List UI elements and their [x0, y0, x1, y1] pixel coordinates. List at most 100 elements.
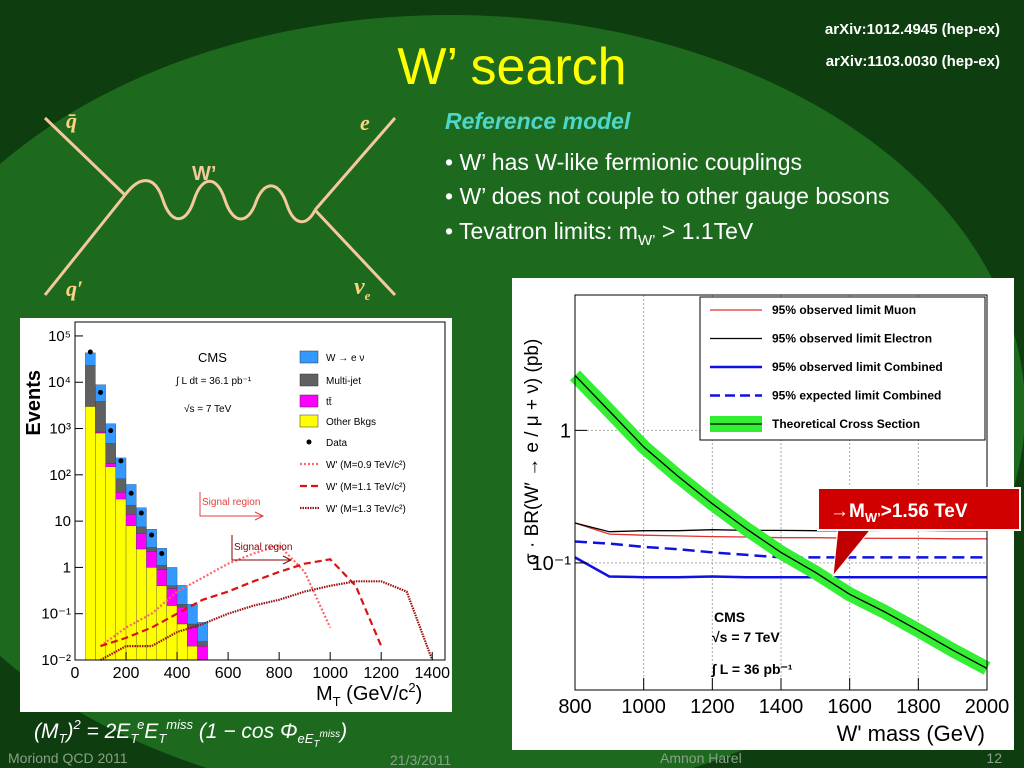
bullet-text: • Tevatron limits: m	[445, 218, 638, 244]
histogram-bar	[95, 432, 106, 661]
legend-label: 95% observed limit Electron	[772, 332, 932, 346]
y-axis-label: σ · BR(W′ → e / μ + ν) (pb)	[522, 339, 543, 565]
bullet: • W’ has W-like fermionic couplings	[445, 149, 802, 175]
boson-line	[123, 179, 317, 224]
histogram-bar	[125, 514, 137, 526]
x-tick-label: 1000	[312, 665, 348, 682]
x-tick-label: 1800	[896, 696, 941, 718]
data-point	[159, 550, 165, 556]
legend-swatch	[299, 414, 319, 428]
histogram-bar	[166, 585, 178, 589]
particle-label: q̄	[66, 108, 77, 133]
x-axis-label: MT (GeV/c2)	[316, 680, 422, 709]
formula-sub: eE	[298, 731, 314, 746]
histogram-bar	[187, 627, 198, 647]
x-tick-label: 1200	[363, 665, 399, 682]
fermion-line	[313, 117, 397, 211]
histogram-bar	[105, 423, 116, 444]
legend-swatch	[299, 373, 319, 387]
histogram-bar	[176, 604, 188, 608]
histogram-bar	[115, 457, 127, 479]
annotation-arrow	[199, 492, 265, 521]
histogram-bar	[85, 406, 96, 661]
y-tick-label: 10⁻¹	[532, 553, 572, 575]
plot-annotation: ∫ L = 36 pb⁻¹	[711, 661, 793, 678]
histogram-bar	[125, 505, 137, 515]
plot-annotation: Signal region	[234, 542, 292, 553]
formula-sub: T	[313, 739, 320, 750]
histogram-bar	[136, 526, 147, 534]
data-point	[87, 349, 93, 355]
histogram-bar	[156, 565, 168, 570]
signal-line	[99, 580, 434, 661]
y-tick-label: 1	[560, 420, 571, 442]
bullet: • W’ does not couple to other gauge boso…	[445, 183, 890, 209]
legend-label: Other Bkgs	[326, 417, 376, 428]
y-tick-label: 10⁻¹	[41, 606, 71, 623]
data-point	[118, 458, 124, 464]
limit-line	[574, 374, 988, 669]
x-tick-label: 2000	[965, 696, 1010, 718]
legend-label: tt̄	[326, 396, 332, 408]
x-axis-label-part: 2	[408, 680, 415, 695]
x-axis-label-part: (GeV/c	[341, 683, 409, 705]
histogram-bar	[166, 588, 178, 606]
data-point	[98, 390, 104, 396]
footer-page: 12	[986, 750, 1002, 766]
histogram-bar	[105, 443, 116, 464]
legend-label: W → e ν	[326, 353, 364, 364]
reference: arXiv:1012.4945 (hep-ex)	[825, 21, 1000, 38]
histogram-bar	[176, 585, 188, 605]
histogram-bar	[105, 466, 116, 661]
footer-date: 21/3/2011	[390, 752, 451, 768]
y-tick-label: 10	[54, 513, 71, 530]
plot-frame	[74, 321, 446, 661]
formula-sup: 2	[72, 717, 81, 732]
x-tick-label: 400	[164, 665, 191, 682]
bullet-subscript: W’	[638, 232, 656, 249]
histogram-bar	[166, 567, 178, 586]
histogram-bar	[105, 463, 116, 467]
y-axis-label: Events	[23, 370, 45, 436]
formula-sub: T	[59, 731, 68, 746]
legend-label: W' (M=1.1 TeV/c²)	[326, 482, 406, 493]
callout-box	[817, 487, 1021, 531]
formula-sup: miss	[320, 729, 341, 740]
signal-line	[100, 558, 383, 648]
particle-subscript: e	[365, 288, 371, 303]
x-tick-label: 0	[71, 665, 80, 682]
formula-part: (M	[34, 720, 59, 743]
histogram-bar	[156, 548, 168, 566]
particle-label: νe	[354, 274, 371, 303]
particle-label: e	[360, 110, 370, 135]
formula-part: (1 − cos Φ	[193, 720, 298, 743]
plot-annotation: √s = 7 TeV	[712, 629, 780, 645]
y-tick-label: 10⁻²	[41, 652, 71, 669]
x-axis-label-part: )	[416, 683, 423, 705]
x-axis-label-part: T	[333, 694, 341, 709]
legend-label: Theoretical Cross Section	[772, 417, 920, 431]
plots: 10⁻² 10⁻¹ 1 10 10² 10³ 10⁴ 10⁵ 0 200 400 600 800 1000…	[23, 294, 1010, 746]
plot-annotation: CMS	[198, 350, 227, 365]
particle-symbol: ν	[354, 274, 365, 300]
formula-part: )	[337, 720, 347, 743]
bullet-text: • W’ does not couple to other gauge boso…	[445, 183, 890, 209]
callout-part: >1.56 TeV	[881, 501, 968, 522]
histogram-bar	[85, 365, 96, 407]
fermion-line	[43, 194, 127, 296]
x-tick-label: 1600	[827, 696, 872, 718]
annotation-arrow	[231, 535, 293, 565]
y-tick-label: 10⁴	[48, 374, 71, 391]
footer-author: Amnon Harel	[660, 750, 742, 766]
histogram-bar	[156, 569, 168, 586]
data-point	[149, 532, 155, 538]
x-tick-label: 800	[266, 665, 293, 682]
callout-text: →MW’>1.56 TeV	[830, 501, 968, 525]
callout-part: →M	[830, 501, 865, 522]
plot-annotation: ∫ L dt = 36.1 pb⁻¹	[175, 376, 252, 387]
limit-line	[574, 522, 987, 540]
formula-sup: e	[137, 717, 144, 732]
histogram-bar	[85, 352, 96, 366]
legend-label: Multi-jet	[326, 376, 361, 387]
formula: (MT)2 = 2ETeETmiss (1 − cos ΦeETmiss)	[34, 717, 347, 750]
